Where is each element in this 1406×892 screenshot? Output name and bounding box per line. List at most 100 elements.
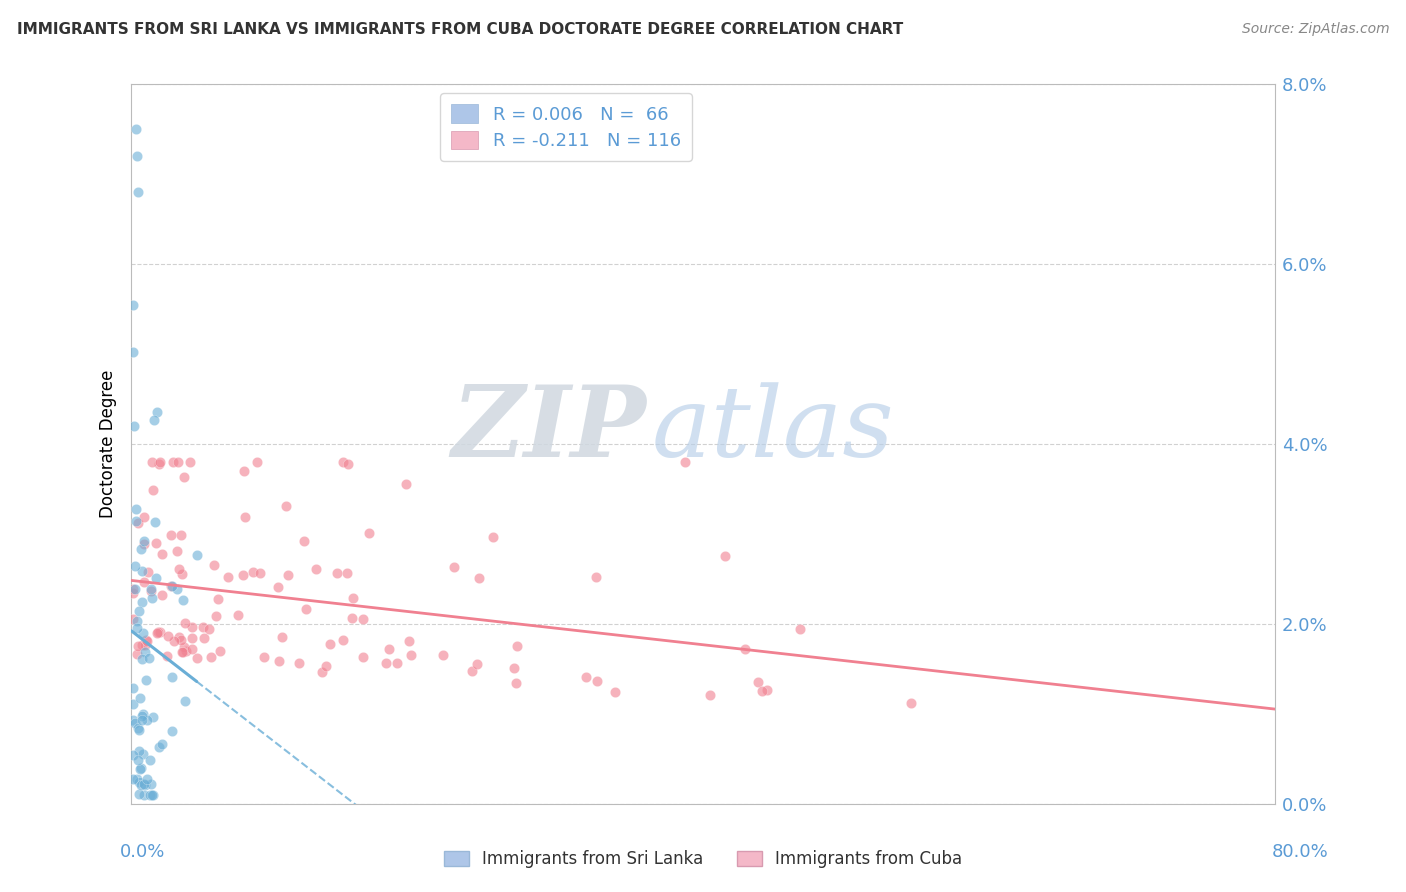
Point <box>127 639 149 653</box>
Point <box>160 528 183 542</box>
Point <box>900 697 922 711</box>
Point <box>226 608 249 623</box>
Point <box>121 748 143 763</box>
Point <box>142 483 165 498</box>
Point <box>172 593 194 607</box>
Point <box>673 455 696 469</box>
Point <box>166 544 188 558</box>
Point <box>148 457 170 471</box>
Point <box>699 689 721 703</box>
Legend: R = 0.006   N =  66, R = -0.211   N = 116: R = 0.006 N = 66, R = -0.211 N = 116 <box>440 94 692 161</box>
Point <box>181 631 204 645</box>
Point <box>145 571 167 585</box>
Point <box>141 788 163 802</box>
Point <box>208 644 231 658</box>
Point <box>135 673 157 687</box>
Point <box>125 514 148 528</box>
Point <box>128 787 150 801</box>
Point <box>267 580 290 594</box>
Text: IMMIGRANTS FROM SRI LANKA VS IMMIGRANTS FROM CUBA DOCTORATE DEGREE CORRELATION C: IMMIGRANTS FROM SRI LANKA VS IMMIGRANTS … <box>17 22 903 37</box>
Point <box>585 570 607 584</box>
Point <box>292 533 315 548</box>
Point <box>124 582 146 596</box>
Point <box>141 591 163 605</box>
Point <box>122 419 145 434</box>
Point <box>342 611 364 625</box>
Point <box>121 582 143 597</box>
Point <box>124 716 146 731</box>
Point <box>204 608 226 623</box>
Point <box>157 629 180 643</box>
Point <box>129 763 152 777</box>
Point <box>377 642 399 657</box>
Point <box>141 455 163 469</box>
Point <box>132 706 155 721</box>
Point <box>128 744 150 758</box>
Point <box>170 632 193 647</box>
Point <box>122 772 145 786</box>
Point <box>162 724 184 739</box>
Point <box>332 455 354 469</box>
Point <box>586 674 609 689</box>
Text: ZIP: ZIP <box>451 382 645 478</box>
Point <box>149 625 172 640</box>
Point <box>131 638 153 652</box>
Point <box>467 571 489 585</box>
Point <box>150 588 173 602</box>
Point <box>747 675 769 690</box>
Point <box>352 650 374 665</box>
Point <box>789 623 811 637</box>
Point <box>138 651 160 665</box>
Point <box>125 149 148 163</box>
Point <box>125 502 148 516</box>
Point <box>713 549 735 563</box>
Point <box>134 645 156 659</box>
Point <box>131 595 153 609</box>
Point <box>179 455 201 469</box>
Point <box>129 778 152 792</box>
Point <box>148 624 170 639</box>
Point <box>186 650 208 665</box>
Point <box>138 788 160 802</box>
Point <box>288 657 311 671</box>
Point <box>172 645 194 659</box>
Point <box>127 186 149 200</box>
Point <box>193 631 215 645</box>
Point <box>142 710 165 724</box>
Point <box>186 548 208 562</box>
Point <box>249 566 271 580</box>
Point <box>132 534 155 549</box>
Point <box>127 753 149 767</box>
Point <box>505 676 527 690</box>
Point <box>191 620 214 634</box>
Point <box>311 665 333 679</box>
Point <box>127 516 149 530</box>
Point <box>139 584 162 599</box>
Point <box>134 778 156 792</box>
Point <box>166 582 188 596</box>
Point <box>121 697 143 711</box>
Legend: Immigrants from Sri Lanka, Immigrants from Cuba: Immigrants from Sri Lanka, Immigrants fr… <box>437 844 969 875</box>
Point <box>124 122 146 136</box>
Point <box>173 694 195 708</box>
Point <box>319 637 342 651</box>
Point <box>207 591 229 606</box>
Point <box>143 413 166 427</box>
Point <box>734 642 756 657</box>
Point <box>342 591 364 606</box>
Point <box>159 578 181 592</box>
Point <box>246 455 269 469</box>
Text: Source: ZipAtlas.com: Source: ZipAtlas.com <box>1241 22 1389 37</box>
Point <box>398 634 420 648</box>
Point <box>375 656 398 670</box>
Point <box>162 579 184 593</box>
Point <box>506 639 529 653</box>
Text: 0.0%: 0.0% <box>120 843 165 861</box>
Point <box>124 558 146 573</box>
Point <box>399 648 422 663</box>
Point <box>359 526 381 541</box>
Point <box>332 632 354 647</box>
Point <box>180 642 202 657</box>
Point <box>135 632 157 647</box>
Point <box>150 547 173 561</box>
